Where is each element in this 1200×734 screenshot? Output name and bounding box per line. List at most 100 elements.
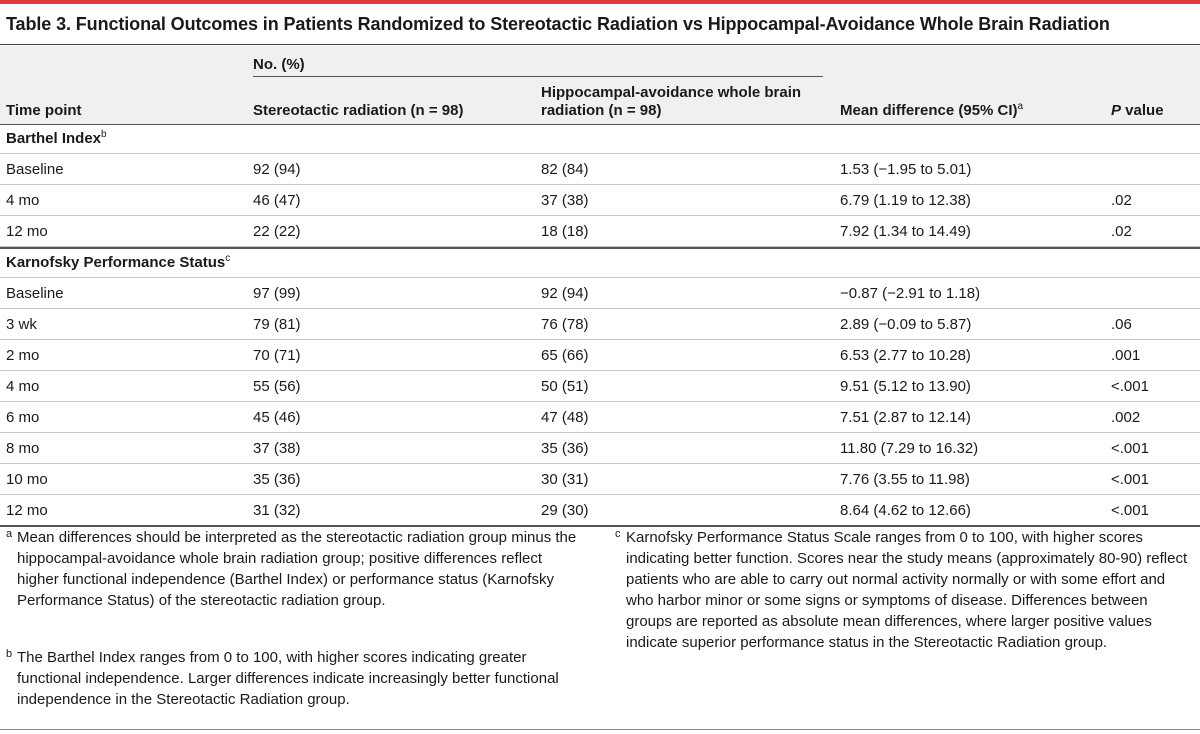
cell-p-value: .06 bbox=[1111, 316, 1132, 333]
footnote-b: b The Barthel Index ranges from 0 to 100… bbox=[6, 647, 581, 710]
table-row: 8 mo 37 (38) 35 (36) 11.80 (7.29 to 16.32) <… bbox=[0, 433, 1200, 464]
cell-time-point: 12 mo bbox=[6, 223, 48, 240]
table-title: Table 3. Functional Outcomes in Patients… bbox=[6, 14, 1110, 34]
header-p-value: P value bbox=[1111, 102, 1164, 120]
cell-hippocampal-avoidance: 76 (78) bbox=[541, 316, 589, 333]
table-row: 10 mo 35 (36) 30 (31) 7.76 (3.55 to 11.98) <… bbox=[0, 464, 1200, 495]
cell-time-point: 8 mo bbox=[6, 440, 40, 457]
header-mean-difference-label: Mean difference (95% CI) bbox=[840, 102, 1018, 119]
cell-hippocampal-avoidance: 35 (36) bbox=[541, 440, 589, 457]
cell-mean-difference: 1.53 (−1.95 to 5.01) bbox=[840, 161, 972, 178]
footnote-a: a Mean differences should be interpreted… bbox=[6, 527, 581, 611]
group-label-barthel-text: Barthel Index bbox=[6, 130, 102, 147]
header-group-label: No. (%) bbox=[253, 56, 305, 73]
cell-mean-difference: 6.79 (1.19 to 12.38) bbox=[840, 192, 971, 209]
header-stereotactic: Stereotactic radiation (n = 98) bbox=[253, 102, 464, 119]
cell-mean-difference: 7.92 (1.34 to 14.49) bbox=[840, 223, 971, 240]
cell-p-value: <.001 bbox=[1111, 378, 1149, 395]
cell-hippocampal-avoidance: 47 (48) bbox=[541, 409, 589, 426]
cell-time-point: Baseline bbox=[6, 161, 64, 178]
cell-mean-difference: 11.80 (7.29 to 16.32) bbox=[840, 440, 979, 457]
table-row: 4 mo 55 (56) 50 (51) 9.51 (5.12 to 13.90) <.… bbox=[0, 371, 1200, 402]
bottom-rule bbox=[0, 729, 1200, 730]
cell-hippocampal-avoidance: 82 (84) bbox=[541, 161, 589, 178]
header-time-point: Time point bbox=[6, 102, 82, 119]
cell-p-value: .02 bbox=[1111, 192, 1132, 209]
table-row: 12 mo 22 (22) 18 (18) 7.92 (1.34 to 14.49).… bbox=[0, 216, 1200, 247]
cell-mean-difference: 6.53 (2.77 to 10.28) bbox=[840, 347, 971, 364]
header-mean-difference: Mean difference (95% CI)a bbox=[840, 102, 1023, 120]
cell-stereotactic: 22 (22) bbox=[253, 223, 301, 240]
cell-hippocampal-avoidance: 65 (66) bbox=[541, 347, 589, 364]
top-accent-rule bbox=[0, 0, 1200, 4]
group-row-karnofsky: Karnofsky Performance Statusc bbox=[0, 247, 1200, 278]
table-row: Baseline 97 (99) 92 (94) −0.87 (−2.91 to 1.… bbox=[0, 278, 1200, 309]
cell-hippocampal-avoidance: 30 (31) bbox=[541, 471, 589, 488]
cell-time-point: 4 mo bbox=[6, 192, 40, 209]
cell-stereotactic: 92 (94) bbox=[253, 161, 301, 178]
group-label-karnofsky: Karnofsky Performance Statusc bbox=[6, 253, 231, 272]
cell-p-value: .002 bbox=[1111, 409, 1141, 426]
cell-p-value: <.001 bbox=[1111, 502, 1149, 519]
cell-stereotactic: 70 (71) bbox=[253, 347, 301, 364]
footnote-marker-b: b bbox=[101, 129, 107, 140]
cell-stereotactic: 55 (56) bbox=[253, 378, 301, 395]
karnofsky-rows: Baseline 97 (99) 92 (94) −0.87 (−2.91 to 1.… bbox=[0, 278, 1200, 527]
footnote-marker-a: a bbox=[1017, 101, 1024, 112]
footnote-b-mark: b bbox=[6, 648, 13, 660]
group-label-karnofsky-text: Karnofsky Performance Status bbox=[6, 254, 226, 271]
header-hippocampal-avoidance: Hippocampal-avoidance whole brain radiat… bbox=[541, 84, 802, 119]
cell-time-point: 4 mo bbox=[6, 378, 40, 395]
cell-time-point: 6 mo bbox=[6, 409, 40, 426]
cell-stereotactic: 46 (47) bbox=[253, 192, 301, 209]
cell-hippocampal-avoidance: 92 (94) bbox=[541, 285, 589, 302]
table-row: 2 mo 70 (71) 65 (66) 6.53 (2.77 to 10.28) .0… bbox=[0, 340, 1200, 371]
title-rule bbox=[0, 44, 1200, 45]
cell-mean-difference: 2.89 (−0.09 to 5.87) bbox=[840, 316, 972, 333]
barthel-rows: Baseline 92 (94) 82 (84) 1.53 (−1.95 to 5.0… bbox=[0, 154, 1200, 247]
cell-stereotactic: 79 (81) bbox=[253, 316, 301, 333]
cell-p-value: .001 bbox=[1111, 347, 1141, 364]
footnote-a-text: Mean differences should be interpreted a… bbox=[17, 529, 577, 609]
cell-stereotactic: 37 (38) bbox=[253, 440, 301, 457]
cell-time-point: 10 mo bbox=[6, 471, 48, 488]
cell-hippocampal-avoidance: 37 (38) bbox=[541, 192, 589, 209]
cell-mean-difference: 8.64 (4.62 to 12.66) bbox=[840, 502, 971, 519]
footnote-c: c Karnofsky Performance Status Scale ran… bbox=[615, 527, 1195, 653]
footnote-c-mark: c bbox=[615, 528, 621, 540]
group-row-barthel: Barthel Indexb bbox=[0, 125, 1200, 154]
footnote-a-mark: a bbox=[6, 528, 13, 540]
cell-time-point: 12 mo bbox=[6, 502, 48, 519]
cell-mean-difference: 7.51 (2.87 to 12.14) bbox=[840, 409, 971, 426]
footnote-b-text: The Barthel Index ranges from 0 to 100, … bbox=[17, 649, 559, 708]
cell-p-value: .02 bbox=[1111, 223, 1132, 240]
table-row: 3 wk 79 (81) 76 (78) 2.89 (−0.09 to 5.87) .0… bbox=[0, 309, 1200, 340]
cell-mean-difference: −0.87 (−2.91 to 1.18) bbox=[840, 285, 981, 302]
cell-p-value: <.001 bbox=[1111, 440, 1149, 457]
table-header bbox=[0, 46, 1200, 124]
cell-hippocampal-avoidance: 18 (18) bbox=[541, 223, 589, 240]
cell-mean-difference: 9.51 (5.12 to 13.90) bbox=[840, 378, 971, 395]
header-rule bbox=[0, 124, 1200, 125]
cell-stereotactic: 97 (99) bbox=[253, 285, 301, 302]
header-p-rest: value bbox=[1121, 102, 1164, 119]
cell-p-value: <.001 bbox=[1111, 471, 1149, 488]
table-body: Barthel Indexb Baseline 92 (94) 82 (84) 1.5… bbox=[0, 125, 1200, 527]
table-row: 6 mo 45 (46) 47 (48) 7.51 (2.87 to 12.14) .0… bbox=[0, 402, 1200, 433]
footnote-marker-c: c bbox=[225, 253, 231, 264]
table-row: Baseline 92 (94) 82 (84) 1.53 (−1.95 to 5.0… bbox=[0, 154, 1200, 185]
group-label-barthel: Barthel Indexb bbox=[6, 129, 107, 148]
cell-stereotactic: 45 (46) bbox=[253, 409, 301, 426]
cell-hippocampal-avoidance: 50 (51) bbox=[541, 378, 589, 395]
cell-time-point: Baseline bbox=[6, 285, 64, 302]
cell-mean-difference: 7.76 (3.55 to 11.98) bbox=[840, 471, 970, 488]
header-p-italic: P bbox=[1111, 102, 1122, 119]
cell-hippocampal-avoidance: 29 (30) bbox=[541, 502, 589, 519]
header-group-rule bbox=[253, 76, 823, 77]
table-row: 4 mo 46 (47) 37 (38) 6.79 (1.19 to 12.38) .0… bbox=[0, 185, 1200, 216]
footnote-c-text: Karnofsky Performance Status Scale range… bbox=[626, 529, 1188, 651]
cell-stereotactic: 31 (32) bbox=[253, 502, 301, 519]
cell-stereotactic: 35 (36) bbox=[253, 471, 301, 488]
cell-time-point: 2 mo bbox=[6, 347, 40, 364]
cell-time-point: 3 wk bbox=[6, 316, 37, 333]
